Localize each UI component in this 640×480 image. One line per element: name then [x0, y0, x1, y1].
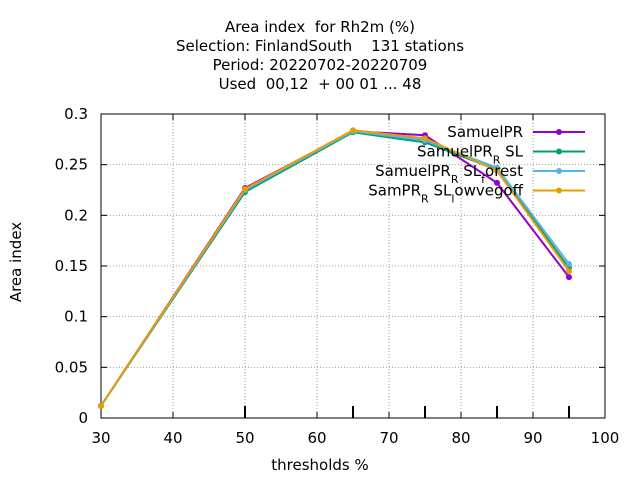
series-4-point [350, 127, 356, 134]
series-4-point [422, 135, 428, 142]
x-tick-label: 60 [307, 429, 326, 447]
legend-label-3: SamuelPRR SLforest [375, 162, 523, 186]
y-tick-label: 0 [78, 409, 88, 427]
x-tick-label: 30 [91, 429, 110, 447]
series-4-point [98, 402, 104, 409]
x-tick-label: 40 [163, 429, 182, 447]
series-3-point [566, 260, 572, 267]
series [98, 127, 572, 409]
chart-title-line-1: Area index for Rh2m (%) [224, 18, 416, 36]
legend-label-1: SamuelPR [447, 123, 523, 141]
legend-marker-4 [556, 187, 562, 194]
x-tick-label: 80 [451, 429, 470, 447]
y-tick-label: 0.05 [55, 358, 88, 376]
y-tick-label: 0.15 [55, 257, 88, 275]
legend-label-2: SamuelPRR SL [417, 143, 524, 167]
legend-marker-2 [556, 148, 562, 155]
series-1-point [566, 274, 572, 281]
chart-title-line-3: Period: 20220702-20220709 [212, 56, 428, 74]
series-1-point [494, 179, 500, 186]
axis-ticks: 30 40 50 60 70 80 90 100 0 0.05 0.1 0.15 0.2 0.25 0.3 [55, 105, 620, 447]
y-tick-label: 0.25 [55, 156, 88, 174]
chart-title-line-2: Selection: FinlandSouth 131 stations [175, 37, 465, 55]
y-tick-label: 0.1 [64, 308, 88, 326]
chart-title-line-4: Used 00,12 + 00 01 ... 48 [218, 75, 422, 93]
legend-marker-1 [556, 129, 562, 135]
x-tick-label: 70 [379, 429, 398, 447]
series-4-point [242, 185, 248, 192]
series-4-point [566, 268, 572, 275]
x-axis-label: thresholds % [271, 456, 369, 474]
legend-marker-3 [556, 168, 562, 174]
x-tick-label: 90 [523, 429, 542, 447]
x-tick-label: 100 [591, 429, 620, 447]
legend-label-4: SamPRR SLlowvegoff [368, 182, 523, 206]
series-line-4 [100, 129, 570, 407]
series-4-point [494, 167, 500, 174]
grid [101, 114, 605, 418]
y-tick-label: 0.2 [64, 206, 88, 224]
y-tick-label: 0.3 [64, 105, 88, 123]
y-axis-label: Area index [7, 221, 25, 303]
x-tick-label: 50 [235, 429, 254, 447]
